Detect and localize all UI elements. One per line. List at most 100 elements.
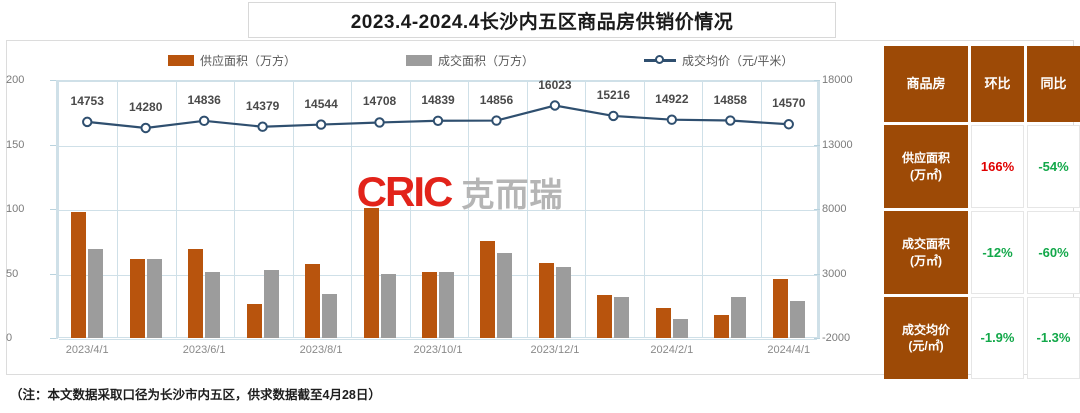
legend-item-supply[interactable]: 供应面积（万方） — [168, 52, 296, 69]
axis-tickmark — [50, 338, 56, 339]
axis-tickmark — [50, 209, 56, 210]
bar-supply[interactable] — [422, 272, 437, 338]
gridline-vertical — [760, 81, 762, 337]
chart-legend: 供应面积（万方） 成交面积（万方） 成交均价（元/平米） — [8, 48, 870, 72]
price-data-label: 14570 — [772, 96, 806, 111]
gridline-horizontal — [59, 210, 817, 211]
y-axis-left-tick: 200 — [6, 74, 25, 86]
price-data-label: 16023 — [538, 77, 572, 92]
x-axis-tick-label: 2023/8/1 — [299, 344, 343, 356]
bar-supply[interactable] — [363, 207, 379, 338]
bar-deal[interactable] — [205, 272, 221, 338]
gridline-vertical — [234, 81, 236, 337]
bar-deal[interactable] — [88, 249, 104, 338]
legend-label-deal: 成交面积（万方） — [438, 53, 535, 68]
bar-supply[interactable] — [538, 263, 554, 338]
price-data-label: 14379 — [245, 98, 280, 113]
chart-title-box: 2023.4-2024.4长沙内五区商品房供销价情况 — [248, 2, 836, 38]
bar-supply[interactable] — [655, 308, 671, 338]
summary-table-mom-value: -12% — [971, 211, 1024, 294]
y-axis-right-tick: 8000 — [822, 203, 847, 215]
gridline-vertical — [117, 81, 119, 337]
y-axis-left-tick: 50 — [6, 267, 19, 280]
axis-tickmark — [50, 80, 56, 81]
x-axis-tick-label: 2024/2/1 — [650, 344, 694, 356]
line-series-layer: 14753 14280 14836 14379 14544 14708 14839 14856… — [58, 77, 818, 338]
bar-supply[interactable] — [480, 241, 496, 338]
price-data-label: 14280 — [129, 99, 163, 114]
gridline-vertical — [175, 81, 177, 337]
summary-table: 商品房 环比 同比 供应面积 (万㎡) 166% -54% 成交面积 (万㎡) -12% -60% 成… — [884, 46, 1080, 379]
y-axis-right-tick: 3000 — [822, 267, 847, 280]
legend-item-price[interactable]: 成交均价（元/平米） — [644, 52, 793, 69]
x-axis-tick-label: 2023/6/1 — [182, 344, 226, 356]
y-axis-left-line — [56, 80, 58, 339]
gridline-vertical — [292, 81, 294, 337]
x-axis-tick-label: 2023/12/1 — [530, 344, 580, 356]
legend-item-deal[interactable]: 成交面积（万方） — [406, 52, 534, 69]
bar-supply[interactable] — [305, 264, 321, 338]
price-data-label: 15216 — [596, 87, 631, 102]
y-axis-right-tick: 18000 — [822, 74, 853, 86]
bar-supply[interactable] — [772, 278, 788, 338]
line-marker-swatch-icon — [644, 54, 676, 66]
bar-deal[interactable] — [614, 296, 630, 338]
axis-tickmark — [814, 273, 820, 275]
gridline-vertical — [351, 81, 353, 337]
price-data-label: 14708 — [362, 94, 397, 109]
bar-supply[interactable] — [714, 314, 730, 338]
y-axis-left-tick: 150 — [6, 138, 25, 151]
x-axis-tick-label: 2024/4/1 — [767, 344, 811, 356]
price-data-label: 14839 — [421, 92, 455, 107]
bar-deal[interactable] — [672, 318, 688, 338]
bar-deal[interactable] — [322, 294, 338, 338]
bar-deal[interactable] — [555, 267, 571, 338]
price-data-label: 14856 — [479, 92, 514, 107]
gridline-vertical — [468, 81, 470, 337]
y-axis-right-tick: -2000 — [822, 332, 851, 344]
bar-deal[interactable] — [263, 269, 279, 338]
gray-square-swatch-icon — [406, 54, 432, 66]
bar-deal[interactable] — [497, 252, 513, 338]
bar-supply[interactable] — [246, 304, 262, 338]
price-data-label: 14544 — [304, 96, 338, 111]
gridline-vertical — [409, 81, 411, 337]
gridline-horizontal — [59, 145, 817, 147]
axis-tickmark — [814, 144, 820, 146]
summary-table-header-0: 商品房 — [884, 46, 968, 122]
axis-tickmark — [814, 338, 820, 339]
summary-table-mom-value: -1.9% — [971, 297, 1024, 379]
gridline-horizontal — [59, 274, 817, 276]
bar-deal[interactable] — [380, 273, 396, 338]
summary-table-header-1: 环比 — [971, 46, 1024, 122]
summary-table-yoy-value: -1.3% — [1027, 297, 1080, 379]
bar-deal[interactable] — [439, 272, 454, 338]
bar-deal[interactable] — [731, 296, 747, 338]
legend-label-supply: 供应面积（万方） — [200, 53, 297, 68]
axis-tickmark — [50, 144, 56, 146]
summary-table-mom-value: 166% — [971, 125, 1024, 208]
x-axis-tick-label: 2023/10/1 — [413, 344, 463, 356]
axis-tickmark — [50, 273, 56, 275]
gridline-vertical — [702, 81, 704, 337]
axis-tickmark — [814, 80, 820, 81]
y-axis-left-tick: 100 — [6, 203, 25, 215]
legend-label-price: 成交均价（元/平米） — [682, 53, 794, 68]
price-data-label: 14753 — [70, 93, 104, 108]
plot-area — [58, 80, 818, 340]
summary-table-header-2: 同比 — [1027, 46, 1080, 122]
summary-table-yoy-value: -60% — [1027, 211, 1080, 294]
x-axis-labels: 2023/4/1 2023/6/1 2023/8/1 2023/10/1 2023/12… — [58, 344, 818, 362]
bar-deal[interactable] — [789, 300, 805, 338]
bar-supply[interactable] — [129, 259, 145, 338]
bar-series-layer — [58, 80, 818, 338]
price-line-path — [82, 100, 794, 134]
bar-supply[interactable] — [71, 211, 87, 338]
gridline-vertical — [585, 81, 587, 337]
bar-deal[interactable] — [146, 259, 162, 338]
summary-table-yoy-value: -54% — [1027, 125, 1080, 208]
bar-supply[interactable] — [188, 249, 204, 338]
bar-supply[interactable] — [597, 295, 613, 338]
y-axis-left-tick: 0 — [6, 332, 13, 344]
